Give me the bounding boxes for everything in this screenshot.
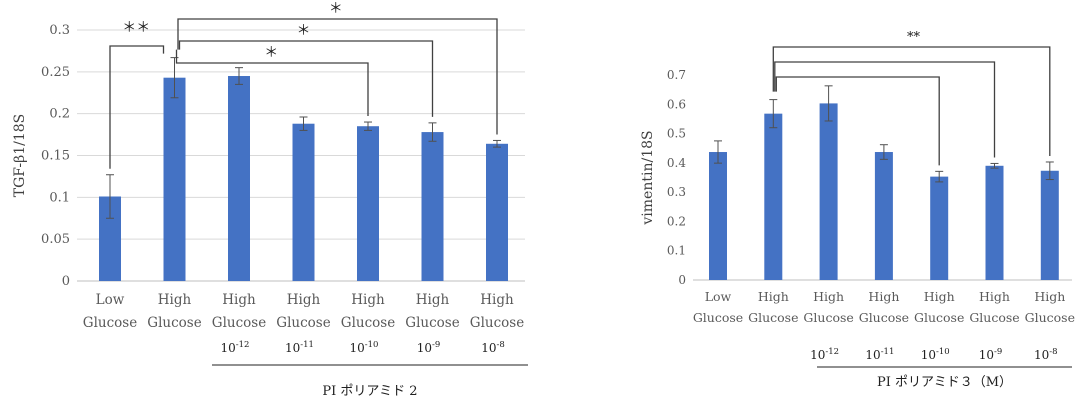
concentration-exponent: -10 [936, 347, 950, 357]
y-tick-label: 0.05 [41, 232, 70, 247]
bar [764, 113, 783, 281]
y-tick-label: 0.1 [49, 190, 70, 205]
y-axis-label: vimentin/18S [640, 130, 656, 225]
y-tick-label: 0 [678, 273, 686, 287]
concentration-exponent: -12 [825, 347, 839, 357]
significance-bracket [175, 49, 369, 117]
concentration-label: 10-11 [865, 347, 894, 362]
concentration-label: 10-12 [221, 340, 250, 355]
x-tick-label: High [351, 292, 385, 308]
tgf-beta-chart: 0 0.05 0.1 0.15 0.2 0.25 0.3 TGF-β1/18S Low Gluco… [12, 1, 528, 399]
x-tick-label: Glucose [212, 315, 266, 331]
y-tick-label: 0.4 [667, 156, 686, 170]
concentration-label: 10-9 [979, 347, 1003, 362]
x-tick-label: Glucose [147, 315, 201, 331]
bar [930, 176, 949, 280]
y-tick-label: 0 [62, 274, 70, 289]
concentration-exponent: -8 [497, 340, 505, 350]
concentration-label: 10-10 [350, 340, 379, 355]
significance-label: ＊ [297, 23, 311, 39]
x-tick-label: High [813, 289, 844, 304]
concentration-exponent: -12 [236, 340, 250, 350]
significance-bracket [774, 61, 996, 158]
x-tick-label: Glucose [748, 310, 798, 325]
x-tick-label: Glucose [83, 315, 137, 331]
x-tick-label: Glucose [276, 315, 330, 331]
y-tick-label: 0.5 [667, 127, 686, 141]
x-tick-label: Glucose [405, 315, 459, 331]
concentration-label: 10-11 [285, 340, 314, 355]
significance-bracket [177, 18, 498, 135]
bar [486, 143, 508, 281]
significance-bracket [772, 46, 1051, 156]
group-label: PI ポリアミド３（M） [877, 375, 1012, 390]
bar [99, 196, 121, 281]
x-tick-label: High [416, 292, 450, 308]
bar [228, 76, 250, 282]
y-tick-label: 0.1 [667, 244, 686, 258]
significance-label: ** [907, 30, 921, 45]
y-tick-label: 0.25 [41, 65, 70, 80]
concentration-exponent: -9 [432, 340, 440, 350]
bar [1040, 170, 1059, 280]
concentration-exponent: -10 [365, 340, 379, 350]
significance-label: ＊ [264, 45, 278, 61]
y-tick-label: 0.3 [667, 185, 686, 199]
concentration-label: 10-12 [810, 347, 839, 362]
y-tick-label: 0.6 [667, 97, 686, 111]
bar [421, 132, 444, 281]
x-tick-label: Glucose [969, 310, 1019, 325]
bar [292, 123, 315, 281]
x-tick-label: Glucose [341, 315, 395, 331]
vimentin-chart: 0 0.1 0.2 0.3 0.4 0.5 0.6 0.7 vimentin/18S Low Glu… [640, 30, 1075, 390]
concentration-label: 10-9 [417, 340, 441, 355]
concentration-exponent: -8 [1049, 347, 1057, 357]
x-tick-label: High [979, 289, 1010, 304]
bar [163, 77, 186, 281]
significance-bracket [109, 45, 165, 169]
x-tick-label: Glucose [859, 310, 909, 325]
x-tick-label: High [924, 289, 955, 304]
x-tick-label: Low [705, 289, 732, 304]
concentration-exponent: -11 [300, 340, 314, 350]
bar [357, 126, 379, 281]
x-tick-label: High [158, 292, 192, 308]
y-tick-label: 0.3 [49, 23, 70, 38]
bar [819, 103, 838, 281]
y-tick-label: 0.2 [49, 107, 70, 122]
y-tick-label: 0.2 [667, 214, 686, 228]
x-tick-label: Glucose [803, 310, 853, 325]
y-axis-label: TGF-β1/18S [12, 114, 28, 197]
x-tick-label: High [1034, 289, 1065, 304]
significance-label: ＊ [329, 1, 343, 17]
significance-bracket [775, 76, 940, 166]
x-tick-label: High [222, 292, 256, 308]
x-tick-label: High [480, 292, 514, 308]
concentration-label: 10-8 [1034, 347, 1058, 362]
bar [709, 152, 727, 280]
concentration-label: 10-8 [481, 340, 505, 355]
bar [874, 152, 893, 280]
significance-label: ＊＊ [122, 20, 150, 36]
x-tick-label: High [287, 292, 321, 308]
x-tick-label: High [868, 289, 899, 304]
x-tick-label: Glucose [914, 310, 964, 325]
x-tick-label: Glucose [1025, 310, 1075, 325]
group-label: PI ポリアミド 2 [322, 384, 417, 399]
concentration-exponent: -9 [994, 347, 1002, 357]
concentration-exponent: -11 [881, 347, 895, 357]
x-tick-label: Low [96, 292, 125, 308]
x-tick-label: Glucose [470, 315, 524, 331]
x-tick-label: High [758, 289, 789, 304]
significance-bracket [178, 40, 434, 117]
concentration-label: 10-10 [921, 347, 950, 362]
x-tick-label: Glucose [693, 310, 743, 325]
y-tick-label: 0.7 [667, 68, 686, 82]
y-tick-label: 0.15 [41, 149, 70, 164]
bar [985, 165, 1004, 280]
